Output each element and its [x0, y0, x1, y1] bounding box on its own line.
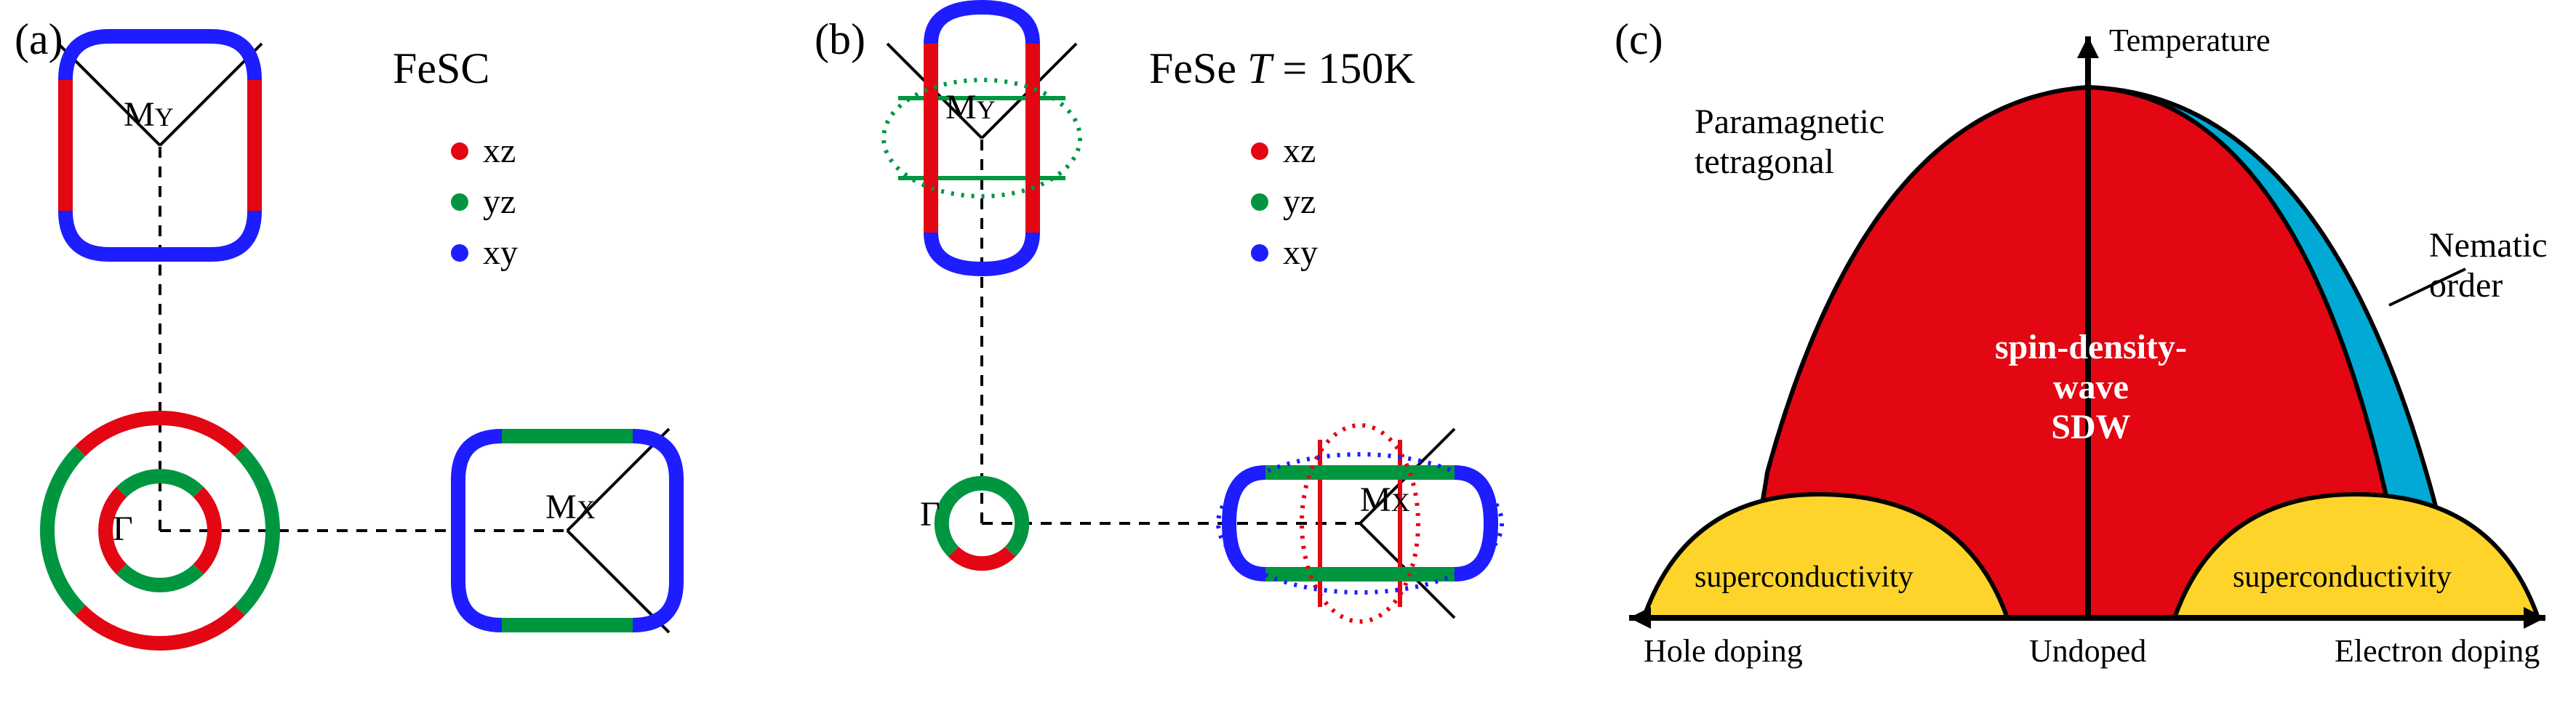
- panel-b-title: FeSe T = 150K: [1149, 44, 1415, 94]
- temp-label: Temperature: [2109, 22, 2271, 59]
- gamma-label-b: Γ: [920, 494, 940, 534]
- undoped-label: Undoped: [2029, 632, 2146, 669]
- legend-row-yz-b: yz: [1251, 182, 1318, 222]
- legend-row-xz-b: xz: [1251, 131, 1318, 171]
- sdw-label: spin-density-waveSDW: [1964, 327, 2218, 447]
- panel-c-label: (c): [1615, 15, 1663, 65]
- legend-label-xz: xz: [483, 131, 516, 171]
- legend-row-xy-b: xy: [1251, 233, 1318, 273]
- legend-label-xz-b: xz: [1283, 131, 1316, 171]
- panel-b-legend: xz yz xy: [1251, 131, 1318, 283]
- dot-xz: [451, 142, 468, 160]
- legend-row-xz: xz: [451, 131, 518, 171]
- x-arrow-left: [1629, 607, 1651, 629]
- panel-b-svg: [800, 0, 1600, 708]
- legend-label-xy: xy: [483, 233, 518, 273]
- panel-b-label: (b): [815, 15, 865, 65]
- mx-label-b: MX: [1360, 480, 1410, 520]
- mx-label-a: MX: [545, 487, 596, 527]
- gamma-label-a: Γ: [113, 509, 133, 549]
- dot-xy-b: [1251, 244, 1268, 262]
- panel-a-legend: xz yz xy: [451, 131, 518, 283]
- y-arrow: [2077, 36, 2099, 58]
- hole-label: Hole doping: [1644, 632, 1803, 669]
- my-label-b: MY: [945, 87, 996, 127]
- sc-left-label: superconductivity: [1695, 560, 1913, 595]
- dot-yz-b: [1251, 193, 1268, 211]
- panel-b: (b) FeSe T = 150K xz yz xy Γ MX MY: [800, 0, 1600, 708]
- panel-a-svg: [0, 0, 800, 708]
- panel-a-title: FeSC: [393, 44, 489, 94]
- para-label: Paramagnetictetragonal: [1695, 102, 1884, 182]
- dot-xz-b: [1251, 142, 1268, 160]
- legend-label-xy-b: xy: [1283, 233, 1318, 273]
- sc-right-label: superconductivity: [2233, 560, 2452, 595]
- panel-c: (c) Temperature Paramagnetictetragonal s…: [1600, 0, 2576, 708]
- nematic-label: Nematicorder: [2429, 225, 2548, 305]
- dot-yz: [451, 193, 468, 211]
- legend-label-yz-b: yz: [1283, 182, 1316, 222]
- panel-a: (a) FeSC xz yz xy Γ MX MY: [0, 0, 800, 708]
- dot-xy: [451, 244, 468, 262]
- panel-a-label: (a): [15, 15, 63, 65]
- my-label-a: MY: [124, 94, 174, 134]
- legend-row-xy: xy: [451, 233, 518, 273]
- electron-label: Electron doping: [2335, 632, 2540, 669]
- legend-label-yz: yz: [483, 182, 516, 222]
- legend-row-yz: yz: [451, 182, 518, 222]
